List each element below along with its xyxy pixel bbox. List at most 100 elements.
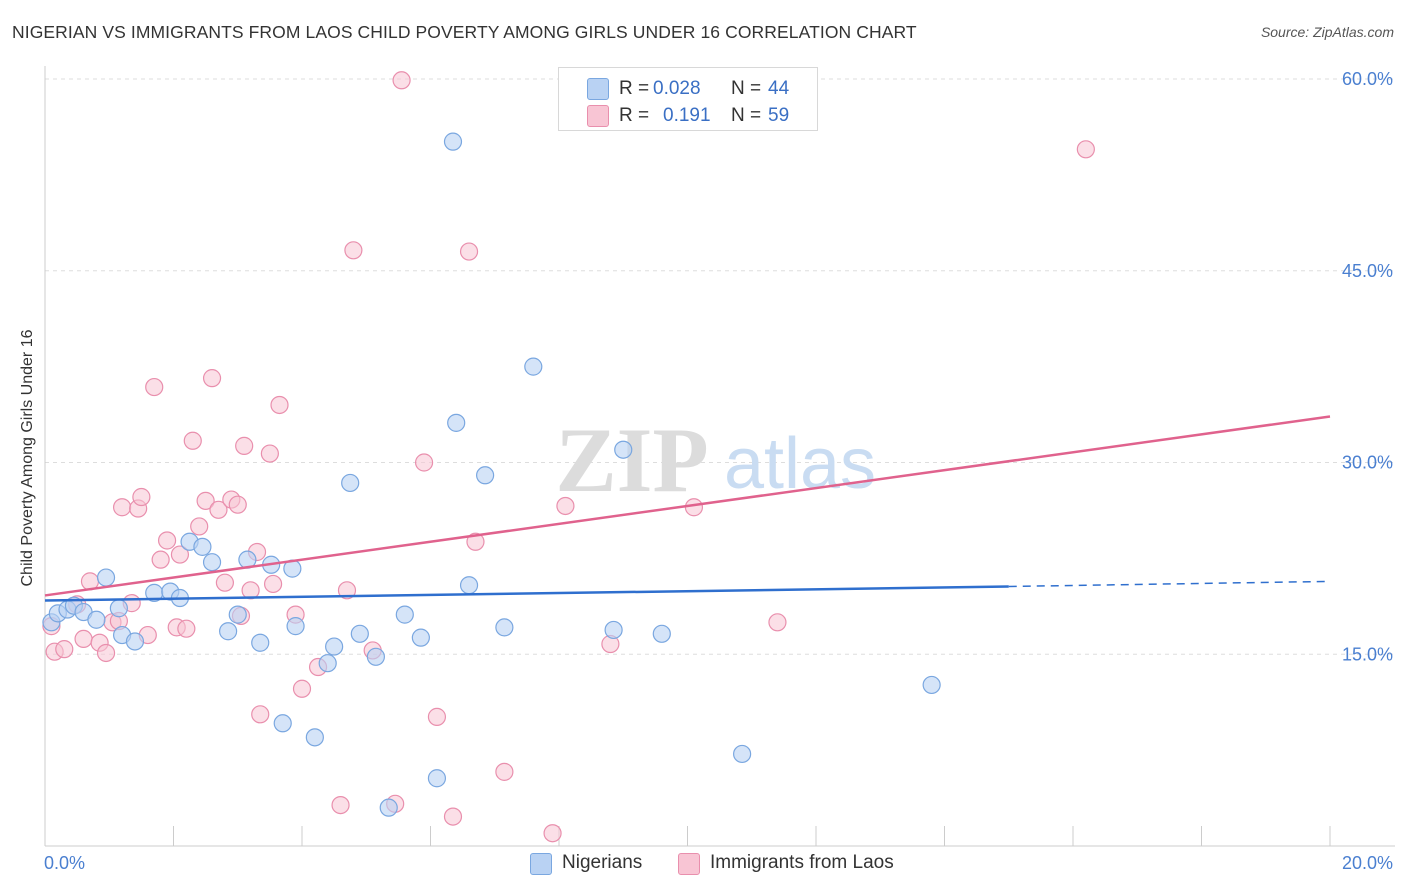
laos-trend-line <box>44 415 1331 597</box>
laos-point <box>292 679 312 698</box>
tick-labels: 15.0% 30.0% 45.0% 60.0% 0.0% 20.0% <box>44 69 1393 873</box>
nigerian-point <box>443 132 463 151</box>
nigerian-point <box>350 624 369 643</box>
laos-point <box>112 498 132 517</box>
bottom-legend-label: Immigrants from Laos <box>710 852 894 873</box>
legend-r-label: R = <box>619 78 650 99</box>
laos-point <box>157 531 177 550</box>
nigerian-point <box>87 610 106 629</box>
laos-point <box>228 495 247 514</box>
nigerian-point <box>447 413 466 432</box>
laos-point <box>270 395 289 415</box>
laos-point <box>96 643 116 663</box>
nigerian-point <box>604 620 623 640</box>
legend-n-label: N = <box>731 105 762 126</box>
nigerian-point <box>219 622 238 641</box>
x-tick-label: 20.0% <box>1342 853 1393 873</box>
laos-point <box>684 498 704 517</box>
axes <box>44 66 1395 847</box>
laos-point <box>392 71 411 90</box>
laos-point <box>183 431 202 450</box>
laos-point <box>170 545 190 564</box>
legend-n-label: N = <box>731 78 762 99</box>
nigerian-point <box>286 617 305 636</box>
nigerian-point <box>202 553 222 572</box>
legend-n-value: 44 <box>768 78 790 99</box>
laos-point <box>132 487 151 507</box>
nigerian-point <box>614 440 633 459</box>
laos-point <box>202 369 222 388</box>
laos-point <box>331 795 350 815</box>
nigerian-point <box>228 605 247 624</box>
laos-point <box>427 707 447 726</box>
legend-r-label: R = <box>619 105 650 126</box>
nigerian-point <box>125 632 145 651</box>
laos-point <box>235 436 254 455</box>
nigerian-point <box>318 654 337 673</box>
nigerian-point <box>366 647 385 666</box>
laos-point <box>263 574 283 594</box>
laos-point <box>414 453 434 472</box>
nigerian-point <box>305 728 324 747</box>
nigerian-point <box>524 357 543 376</box>
laos-point <box>1076 140 1095 159</box>
bottom-legend-swatch-laos <box>678 853 700 875</box>
nigerian-trend-line <box>44 585 1009 602</box>
laos-point <box>768 613 787 632</box>
legend-swatch-nigerians <box>587 78 609 100</box>
watermark-zip: ZIP <box>555 409 708 511</box>
laos-point <box>190 517 209 536</box>
laos-point <box>556 496 575 516</box>
laos-point <box>177 619 196 638</box>
x-tick-label: 0.0% <box>44 853 85 873</box>
stats-legend: R = 0.028 N = 44 R = 0.191 N = 59 <box>558 67 818 131</box>
source-credit: Source: ZipAtlas.com <box>1260 24 1394 40</box>
laos-point <box>459 242 479 261</box>
laos-point <box>151 550 170 569</box>
laos-point <box>260 444 279 463</box>
y-tick-label: 15.0% <box>1342 644 1393 664</box>
nigerian-point <box>109 599 128 618</box>
laos-point <box>443 807 463 826</box>
laos-point <box>543 824 562 843</box>
nigerian-point <box>476 466 495 485</box>
laos-point <box>215 573 234 592</box>
nigerian-point <box>193 537 212 556</box>
laos-point <box>344 241 363 260</box>
nigerian-point <box>427 769 447 788</box>
nigerian-point <box>459 576 479 595</box>
laos-point <box>209 500 228 519</box>
laos-point <box>74 629 93 649</box>
nigerian-point <box>341 473 360 493</box>
y-tick-label: 30.0% <box>1342 453 1393 473</box>
nigerian-point <box>411 628 430 647</box>
y-tick-label: 60.0% <box>1342 69 1393 89</box>
bottom-legend-swatch-nigerians <box>530 853 552 875</box>
y-tick-label: 45.0% <box>1342 261 1393 281</box>
zipatlas-watermark: ZIP atlas <box>555 409 876 511</box>
laos-point <box>495 762 514 781</box>
nigerian-point <box>96 568 116 587</box>
laos-point <box>337 581 357 600</box>
laos-point <box>196 491 215 510</box>
nigerian-trend-extension <box>1008 580 1331 588</box>
nigerian-point <box>325 637 344 656</box>
nigerian-point <box>251 633 270 652</box>
laos-points <box>42 71 1095 843</box>
nigerian-point <box>273 714 292 733</box>
nigerian-point <box>379 798 398 817</box>
laos-point <box>145 377 164 397</box>
nigerian-point <box>395 605 414 624</box>
legend-r-value: 0.028 <box>653 78 701 99</box>
bottom-legend-label: Nigerians <box>562 852 643 873</box>
legend-r-value: 0.191 <box>663 105 711 126</box>
legend-n-value: 59 <box>768 105 790 126</box>
nigerian-point <box>495 618 514 637</box>
laos-point <box>55 640 74 659</box>
nigerian-point <box>922 675 941 695</box>
chart-title: NIGERIAN VS IMMIGRANTS FROM LAOS CHILD P… <box>12 22 917 42</box>
laos-point <box>466 532 485 551</box>
nigerian-point <box>652 624 671 643</box>
watermark-atlas: atlas <box>724 424 876 504</box>
